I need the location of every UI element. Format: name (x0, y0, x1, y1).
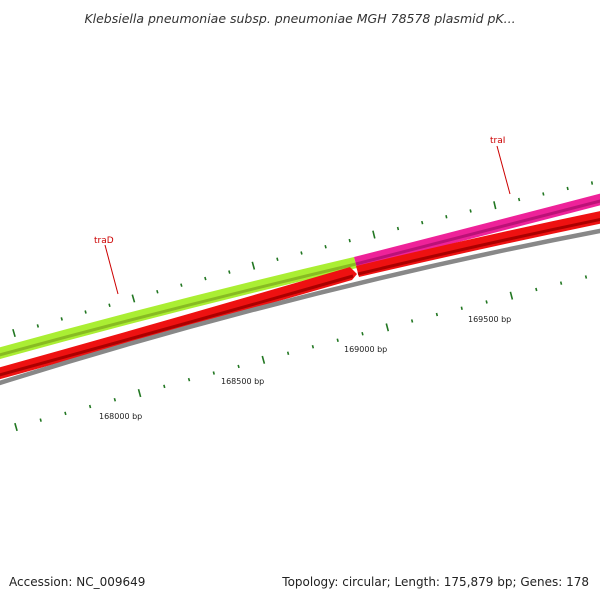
ruler-label-169500: 169500 bp (468, 315, 511, 324)
ruler-label-168500: 168500 bp (221, 377, 264, 386)
upper-tick (228, 270, 231, 274)
lower-tick (410, 319, 414, 323)
lower-tick (509, 291, 514, 300)
ruler-label-169000: 169000 bp (344, 345, 387, 354)
upper-tick (251, 261, 256, 270)
map-title: Klebsiella pneumoniae subsp. pneumoniae … (84, 11, 516, 26)
lower-tick (237, 364, 240, 369)
lower-tick (14, 422, 18, 432)
upper-tick (108, 303, 111, 307)
upper-tick (180, 283, 183, 287)
upper-tick (469, 209, 472, 213)
upper-tick (84, 310, 87, 314)
ruler-label-168000: 168000 bp (99, 412, 142, 421)
gene-traD-shade (0, 262, 357, 357)
cds-segment-2-shade (357, 217, 600, 276)
lower-tick (361, 332, 364, 336)
lower-tick (535, 287, 538, 292)
gene-traI-shade (355, 199, 600, 266)
upper-tick (493, 201, 497, 210)
lower-tick (261, 355, 266, 364)
upper-tick (590, 181, 594, 185)
upper-tick-row (12, 181, 594, 338)
upper-tick (36, 324, 40, 328)
traD-label-leader (104, 244, 119, 295)
upper-tick (12, 328, 16, 338)
lower-tick (64, 411, 67, 416)
lower-tick (163, 384, 166, 389)
upper-tick (156, 289, 159, 294)
upper-tick (517, 197, 521, 202)
lower-tick (137, 388, 142, 398)
upper-tick (276, 257, 279, 261)
lower-tick (39, 418, 42, 422)
lower-tick (485, 300, 488, 304)
lower-tick (584, 275, 588, 279)
traI-label-leader (496, 145, 511, 195)
upper-tick (372, 230, 376, 239)
upper-tick (204, 276, 207, 281)
upper-tick (300, 251, 303, 255)
lower-tick (88, 404, 92, 409)
upper-tick (396, 226, 400, 231)
cds-segment-1-shade (0, 274, 354, 377)
upper-tick (324, 245, 327, 249)
lower-tick (113, 397, 117, 402)
lower-tick (559, 281, 563, 285)
lower-tick (212, 371, 215, 375)
lower-tick (336, 338, 339, 342)
lower-tick-row (14, 275, 588, 432)
upper-tick (60, 317, 63, 321)
upper-tick (542, 192, 545, 196)
upper-tick (348, 238, 351, 243)
upper-tick (131, 294, 136, 303)
upper-tick (421, 220, 424, 225)
gene-label-traD[interactable]: traD (94, 236, 114, 246)
accession-text: Accession: NC_009649 (9, 575, 146, 589)
lower-tick (460, 306, 463, 310)
lower-tick (385, 323, 390, 332)
lower-tick (286, 351, 290, 355)
gene-label-traI[interactable]: traI (490, 136, 505, 146)
lower-tick (435, 312, 439, 317)
topology-summary: Topology: circular; Length: 175,879 bp; … (282, 575, 589, 589)
upper-tick (445, 215, 448, 219)
upper-tick (566, 186, 569, 191)
backbone (0, 228, 600, 386)
lower-tick (311, 345, 315, 349)
lower-tick (187, 377, 191, 382)
